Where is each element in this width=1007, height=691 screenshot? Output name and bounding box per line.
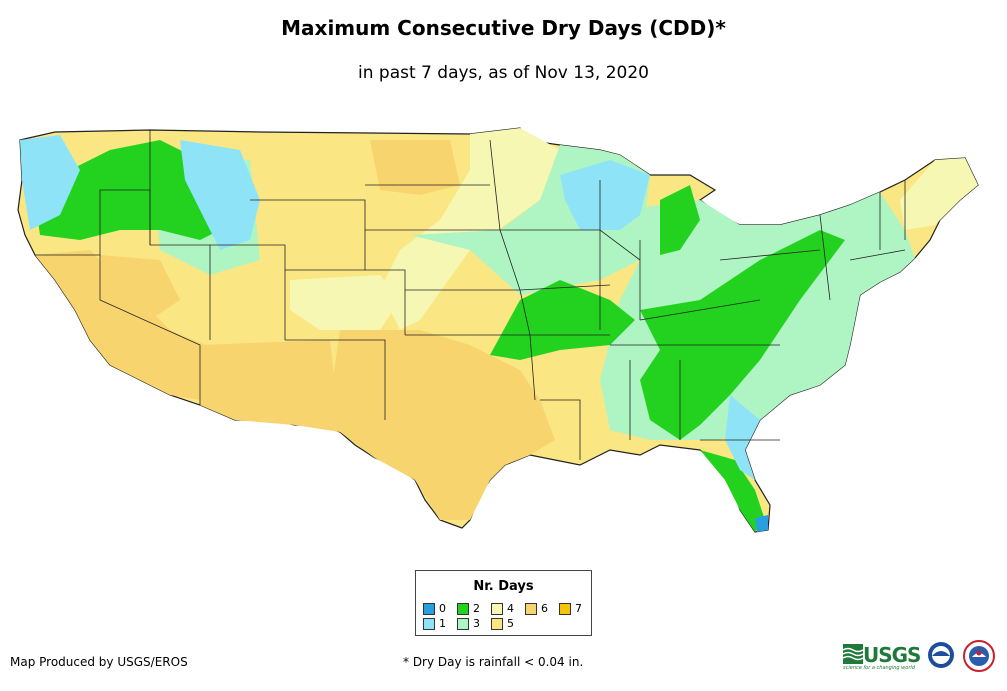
legend-item-5: 5 <box>491 618 514 630</box>
usgs-wave-icon <box>843 644 863 664</box>
legend-swatch-5 <box>491 618 503 630</box>
state-boundaries <box>35 130 906 460</box>
legend-swatch-2 <box>457 603 469 615</box>
legend-item-3: 3 <box>457 618 480 630</box>
legend-swatch-0 <box>423 603 435 615</box>
region-4-days-plains <box>380 128 560 330</box>
legend-item-1: 1 <box>423 618 446 630</box>
legend-swatch-1 <box>423 618 435 630</box>
legend-swatch-3 <box>457 618 469 630</box>
legend: Nr. Days 0 1 2 3 4 5 6 7 <box>415 570 592 636</box>
map-credit: Map Produced by USGS/EROS <box>10 655 188 669</box>
region-2-days-florida <box>700 450 765 532</box>
map-subtitle: in past 7 days, as of Nov 13, 2020 <box>358 63 649 83</box>
legend-swatch-6 <box>525 603 537 615</box>
legend-swatch-7 <box>559 603 571 615</box>
legend-item-2: 2 <box>457 603 480 615</box>
region-2-days-michigan <box>660 185 700 255</box>
legend-item-0: 0 <box>423 603 446 615</box>
usgs-logo-tagline: science for a changing world <box>843 665 915 671</box>
region-6-days-nm-az <box>200 340 340 432</box>
legend-item-6: 6 <box>525 603 548 615</box>
region-2-days-mississippi <box>490 280 635 360</box>
region-6-days-southwest <box>35 250 205 400</box>
region-1-day-washington <box>20 135 80 230</box>
region-4-days-colorado <box>290 275 400 330</box>
legend-item-7: 7 <box>559 603 582 615</box>
region-6-days-nevada <box>100 255 180 320</box>
nws-logo-icon <box>963 640 995 672</box>
region-6-days-montana <box>370 140 460 195</box>
map-title: Maximum Consecutive Dry Days (CDD)* <box>281 16 726 40</box>
legend-title: Nr. Days <box>473 579 534 594</box>
region-1-day-wisconsin <box>560 160 650 230</box>
region-6-days-texas <box>330 330 555 520</box>
noaa-logo-icon <box>928 642 954 668</box>
legend-swatch-4 <box>491 603 503 615</box>
region-4-days-new-england <box>900 158 978 230</box>
region-1-day-rockies <box>180 140 260 250</box>
region-2-days-appalachia <box>640 230 845 440</box>
region-1-day-southeast-coast <box>725 395 760 480</box>
legend-item-4: 4 <box>491 603 514 615</box>
dry-day-footnote: * Dry Day is rainfall < 0.04 in. <box>403 655 584 669</box>
region-0-days-florida-tip <box>755 515 768 532</box>
usgs-logo-text: USGS <box>863 643 921 667</box>
